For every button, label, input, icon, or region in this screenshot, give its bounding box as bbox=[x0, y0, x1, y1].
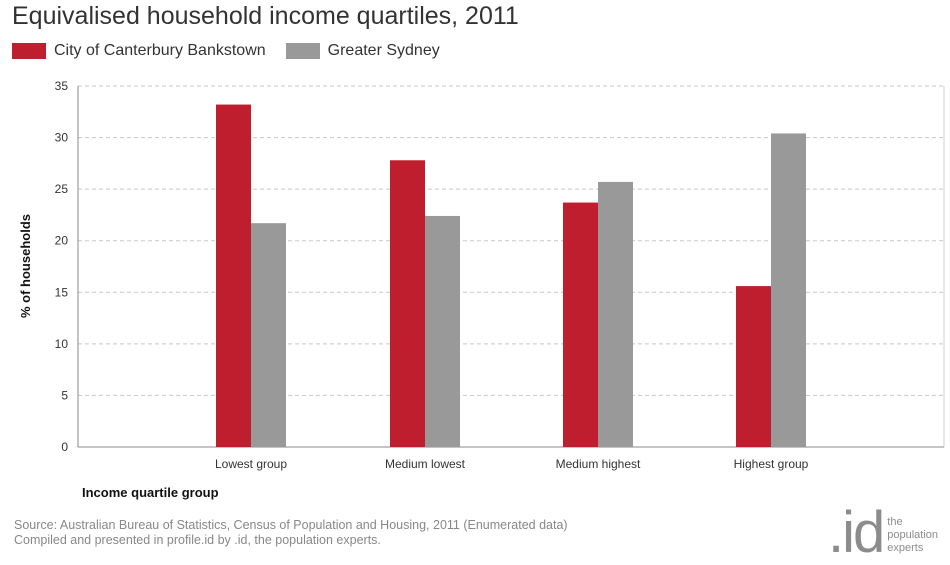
y-tick-label-0: 0 bbox=[61, 440, 68, 454]
bar-series-1-medium-lowest bbox=[425, 215, 460, 447]
bar-series-1-highest-group bbox=[771, 133, 806, 447]
bar-series-0-medium-highest bbox=[563, 202, 598, 447]
bar-series-0-lowest-group bbox=[216, 104, 251, 448]
y-tick-label-15: 15 bbox=[55, 285, 69, 299]
chart-legend: City of Canterbury Bankstown Greater Syd… bbox=[12, 42, 460, 60]
legend-label-series-1: Greater Sydney bbox=[327, 42, 440, 59]
source-line-2: Compiled and presented in profile.id by … bbox=[14, 533, 381, 547]
id-logo: .id bbox=[828, 500, 885, 565]
bar-series-0-medium-lowest bbox=[390, 160, 425, 447]
brand-tag-line-2: population bbox=[887, 529, 939, 541]
y-axis-title: % of households bbox=[18, 214, 33, 318]
bar-series-1-lowest-group bbox=[251, 223, 286, 447]
legend-label-series-0: City of Canterbury Bankstown bbox=[54, 42, 266, 59]
legend-item-series-1[interactable]: Greater Sydney bbox=[285, 42, 440, 60]
legend-swatch-series-1 bbox=[285, 43, 320, 59]
x-tick-label-3: Highest group bbox=[734, 457, 809, 471]
y-tick-label-20: 20 bbox=[55, 234, 69, 248]
legend-item-series-0[interactable]: City of Canterbury Bankstown bbox=[12, 42, 266, 60]
chart-title: Equivalised household income quartiles, … bbox=[12, 2, 519, 30]
y-tick-label-5: 5 bbox=[61, 388, 68, 402]
source-line-1: Source: Australian Bureau of Statistics,… bbox=[14, 518, 568, 532]
bar-series-0-highest-group bbox=[736, 286, 771, 447]
x-tick-label-1: Medium lowest bbox=[385, 457, 466, 471]
brand-tag-line-3: experts bbox=[887, 542, 924, 554]
bar-series-1-medium-highest bbox=[598, 181, 633, 447]
brand-tagline: the population experts bbox=[887, 516, 938, 555]
y-tick-label-10: 10 bbox=[55, 337, 69, 351]
x-axis-title: Income quartile group bbox=[82, 485, 219, 500]
legend-swatch-series-0 bbox=[12, 43, 46, 59]
y-tick-label-30: 30 bbox=[55, 131, 69, 145]
brand-tag-line-1: the bbox=[887, 516, 903, 528]
y-tick-label-25: 25 bbox=[55, 182, 69, 196]
x-tick-label-0: Lowest group bbox=[215, 457, 287, 471]
y-tick-label-35: 35 bbox=[55, 79, 69, 93]
source-note: Source: Australian Bureau of Statistics,… bbox=[14, 518, 568, 548]
brand-logo-block: .id the population experts bbox=[828, 500, 938, 565]
x-tick-label-2: Medium highest bbox=[556, 457, 641, 471]
